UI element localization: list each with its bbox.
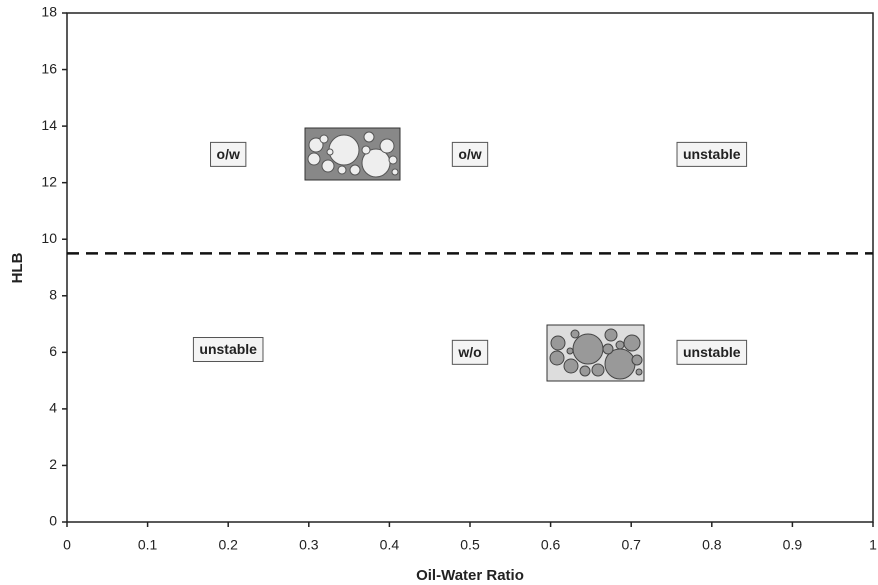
x-tick-label: 0.3 [299,537,319,553]
y-tick-label: 0 [49,513,57,529]
annotation-box [451,141,489,167]
x-tick-label: 0.6 [541,537,561,553]
x-tick-label: 0.9 [783,537,803,553]
x-tick-label: 0 [63,537,71,553]
y-tick-label: 16 [41,60,57,76]
x-tick-label: 0.8 [702,537,722,553]
y-tick-label: 2 [49,456,57,472]
annotation-box [676,339,748,365]
oil-in-water-icon [304,127,401,181]
y-axis-title: HLB [9,252,26,283]
x-tick-label: 0.2 [218,537,238,553]
x-tick-label: 0.4 [380,537,400,553]
annotation-box [451,339,489,365]
x-tick-label: 1 [869,537,877,553]
y-tick-label: 14 [41,117,57,133]
annotation-label: w/o [457,344,481,360]
annotation-box [192,337,264,363]
y-tick-label: 12 [41,173,57,189]
annotation-label: unstable [683,146,741,162]
y-tick-label: 6 [49,343,57,359]
y-tick-label: 8 [49,286,57,302]
x-tick-label: 0.1 [138,537,158,553]
y-tick-label: 4 [49,400,57,416]
annotation-label: unstable [683,344,741,360]
x-tick-label: 0.5 [460,537,480,553]
y-tick-label: 10 [41,230,57,246]
plot-frame [66,12,874,523]
annotation-label: o/w [458,146,481,162]
annotation-label: o/w [217,146,240,162]
annotation-box [210,141,247,167]
annotation-label: unstable [199,341,257,357]
annotation-box [676,141,748,167]
y-tick-label: 18 [41,4,57,20]
x-tick-label: 0.7 [621,537,641,553]
water-in-oil-icon [546,324,645,382]
x-axis-title: Oil-Water Ratio [416,567,524,584]
